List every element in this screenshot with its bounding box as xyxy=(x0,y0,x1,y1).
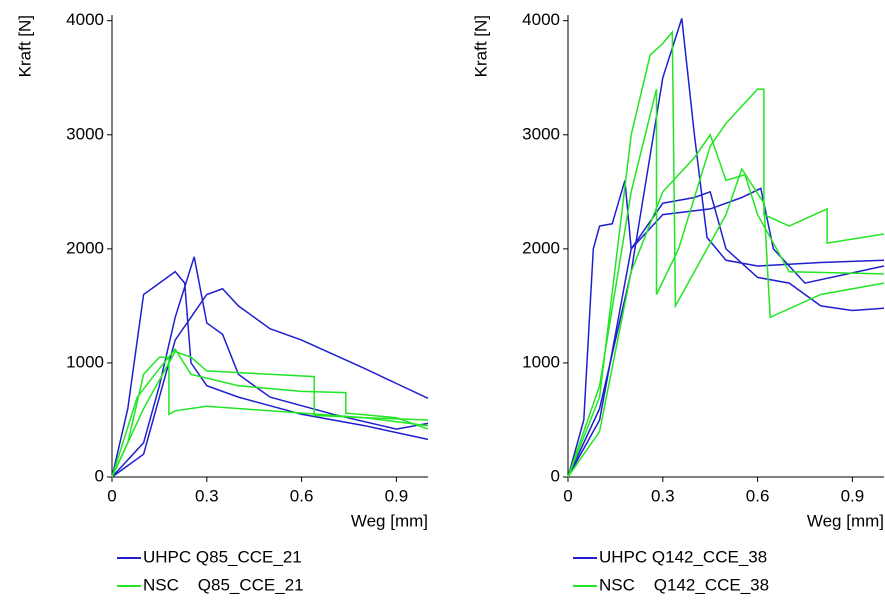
data-line xyxy=(567,30,885,478)
data-line xyxy=(111,287,429,478)
data-line xyxy=(111,356,429,478)
y-tick-label: 1000 xyxy=(522,352,560,371)
y-tick-label: 2000 xyxy=(66,238,104,257)
y-tick-label: 1000 xyxy=(66,352,104,371)
x-tick-label: 0.6 xyxy=(746,486,770,505)
data-line xyxy=(111,256,429,478)
x-axis-label: Weg [mm] xyxy=(351,511,428,530)
y-tick-label: 2000 xyxy=(522,238,560,257)
x-tick-label: 0 xyxy=(107,486,116,505)
data-line xyxy=(567,187,885,478)
legend-label: NSC Q85_CCE_21 xyxy=(143,575,304,594)
data-line xyxy=(567,18,885,478)
y-tick-label: 0 xyxy=(95,466,104,485)
y-tick-label: 4000 xyxy=(66,10,104,29)
x-tick-label: 0.6 xyxy=(290,486,314,505)
x-tick-label: 0 xyxy=(563,486,572,505)
y-tick-label: 0 xyxy=(551,466,560,485)
legend-label: UHPC Q142_CCE_38 xyxy=(599,547,767,566)
data-line xyxy=(567,180,885,478)
y-axis-label: Kraft [N] xyxy=(15,15,34,77)
x-tick-label: 0.9 xyxy=(385,486,409,505)
x-tick-label: 0.9 xyxy=(841,486,865,505)
y-axis-label: Kraft [N] xyxy=(471,15,490,77)
x-axis-label: Weg [mm] xyxy=(807,511,884,530)
data-line xyxy=(567,133,885,478)
legend-label: UHPC Q85_CCE_21 xyxy=(143,547,302,566)
x-tick-label: 0.3 xyxy=(195,486,219,505)
x-tick-label: 0.3 xyxy=(651,486,675,505)
legend-label: NSC Q142_CCE_38 xyxy=(599,575,769,594)
y-tick-label: 3000 xyxy=(66,124,104,143)
y-tick-label: 3000 xyxy=(522,124,560,143)
data-line xyxy=(111,350,429,478)
data-line xyxy=(567,88,885,478)
y-tick-label: 4000 xyxy=(522,10,560,29)
data-line xyxy=(111,347,429,478)
